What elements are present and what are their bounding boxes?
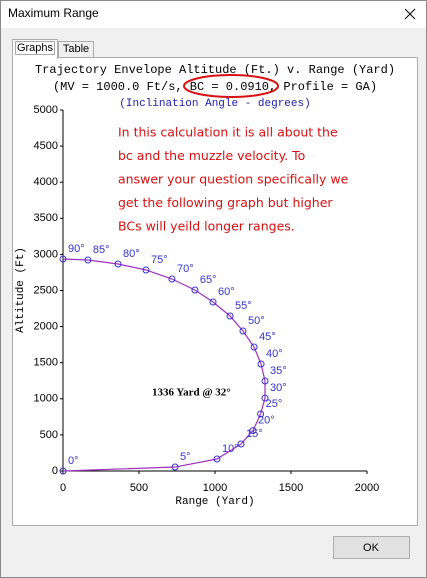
x-tick-label: 500 — [130, 482, 148, 494]
angle-label: 15° — [246, 428, 263, 440]
data-point — [59, 255, 67, 263]
button-frame[interactable] — [333, 536, 410, 559]
comment-line: bc and the muzzle velocity. To — [118, 148, 305, 163]
data-point — [226, 312, 234, 320]
data-point — [209, 298, 217, 306]
data-point — [249, 427, 257, 435]
angle-label: 5° — [180, 451, 191, 463]
button-label[interactable]: OK — [363, 542, 380, 554]
comment-line: get the following graph but higher — [118, 195, 333, 210]
x-tick-label: 2000 — [355, 482, 379, 494]
highlight-ellipse — [183, 74, 279, 98]
chart-note: (Inclination Angle - degrees) — [119, 98, 310, 110]
data-point — [261, 394, 269, 402]
x-tick-label: 0 — [60, 482, 66, 494]
y-tick-label: 4000 — [34, 176, 58, 188]
title-bar — [1, 1, 426, 28]
data-point — [142, 266, 150, 274]
angle-label: 90° — [68, 243, 85, 255]
y-tick-label: 1000 — [34, 393, 58, 405]
annotation: 1336 Yard @ 32° — [152, 387, 231, 399]
chart-panel — [12, 57, 418, 526]
angle-label: 10° — [222, 443, 239, 455]
y-tick-label: 3500 — [34, 212, 58, 224]
tab-label[interactable]: Table — [63, 43, 89, 55]
x-tick-label: 1500 — [279, 482, 303, 494]
data-point — [237, 440, 245, 448]
angle-label: 50° — [248, 315, 265, 327]
angle-label: 60° — [218, 286, 235, 298]
ok-button[interactable]: OK — [333, 536, 410, 559]
x-tick-label: 1000 — [203, 482, 227, 494]
data-point — [261, 377, 269, 385]
angle-label: 80° — [123, 248, 140, 260]
close-button[interactable] — [404, 8, 416, 20]
data-point — [257, 360, 265, 368]
angle-label: 25° — [266, 398, 283, 410]
tab-joint — [13, 56, 57, 59]
angle-label: 40° — [266, 348, 283, 360]
data-point — [213, 455, 221, 463]
angle-label: 0° — [68, 455, 79, 467]
angle-label: 35° — [270, 365, 287, 377]
angle-label: 55° — [235, 300, 252, 312]
chart-title: Trajectory Envelope Altitude (Ft.) v. Ra… — [35, 63, 395, 77]
y-tick-label: 0 — [52, 465, 58, 477]
y-tick-label: 2000 — [34, 321, 58, 333]
data-point — [171, 463, 179, 471]
y-tick-label: 500 — [40, 429, 58, 441]
angle-label: 20° — [258, 414, 275, 426]
angle-label: 45° — [259, 331, 276, 343]
y-tick-label: 5000 — [34, 104, 58, 116]
y-axis-label: Altitude (Ft) — [15, 247, 27, 333]
y-tick-label: 2500 — [34, 284, 58, 296]
comment-line: In this calculation it is all about the — [118, 125, 338, 140]
data-point — [239, 327, 247, 335]
data-point — [191, 286, 199, 294]
data-point — [114, 260, 122, 268]
data-point — [257, 410, 265, 418]
data-point — [168, 275, 176, 283]
angle-label: 65° — [200, 274, 217, 286]
data-point — [84, 256, 92, 264]
angle-label: 30° — [270, 382, 287, 394]
window-title: Maximum Range — [8, 6, 99, 20]
y-tick-label: 1500 — [34, 357, 58, 369]
y-tick-label: 4500 — [34, 140, 58, 152]
chart-subtitle: (MV = 1000.0 Ft/s, BC = 0.0910, Profile … — [53, 80, 377, 94]
x-axis-label: Range (Yard) — [175, 496, 254, 508]
data-point — [250, 343, 258, 351]
comment-line: BCs will yeild longer ranges. — [118, 219, 295, 234]
angle-label: 75° — [151, 254, 168, 266]
angle-label: 85° — [93, 244, 110, 256]
data-point — [59, 467, 67, 475]
tab-label[interactable]: Graphs — [17, 42, 54, 54]
trajectory-envelope — [62, 258, 266, 472]
comment-line: answer your question specifically we — [118, 172, 349, 187]
angle-label: 70° — [177, 263, 194, 275]
y-tick-label: 3000 — [34, 248, 58, 260]
